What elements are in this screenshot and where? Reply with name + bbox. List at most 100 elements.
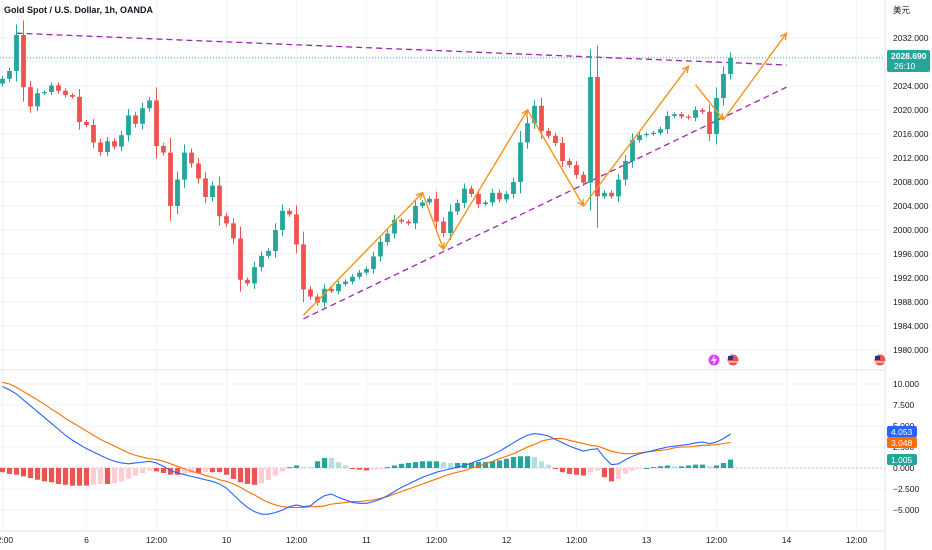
macd-histogram-bar [475, 462, 482, 468]
macd-histogram-bar [559, 468, 566, 473]
macd-histogram-bar [230, 468, 237, 479]
candle-body [497, 192, 502, 200]
macd-tag-value: 4.053 [891, 427, 913, 437]
macd-histogram-bar [251, 468, 258, 485]
candle-body [294, 214, 299, 245]
candle-body [693, 110, 698, 118]
candle-body [637, 135, 642, 140]
macd-histogram-bar [713, 465, 720, 468]
candle-body [623, 161, 628, 180]
candle-body [350, 276, 355, 282]
time-tick-label: 12:00 [0, 535, 13, 545]
macd-histogram-bar [468, 462, 475, 468]
macd-histogram-bar [391, 465, 398, 468]
price-tick-label: 1984.000 [893, 321, 929, 331]
candle-body [539, 105, 544, 131]
candle-body [189, 152, 194, 164]
macd-histogram-bar [342, 465, 349, 468]
candle-body [469, 188, 474, 194]
time-tick-label: 14 [782, 535, 792, 545]
macd-histogram-bar [160, 468, 167, 474]
macd-histogram-bar [202, 468, 209, 473]
lightning-event-icon[interactable] [707, 353, 721, 367]
macd-value-tag: 4.053 [887, 426, 917, 437]
us-flag-event-icon[interactable] [873, 353, 887, 367]
candle-body [343, 281, 348, 284]
candle-body [644, 134, 649, 136]
time-tick-label: 12 [502, 535, 512, 545]
macd-histogram-bar [300, 467, 307, 469]
time-tick-label: 12:00 [706, 535, 728, 545]
macd-histogram-bar [573, 468, 580, 475]
candle-body [455, 203, 460, 212]
candle-body [14, 35, 19, 71]
macd-histogram-bar [174, 468, 181, 475]
projection-arrow-segment [582, 65, 690, 207]
candle-body [336, 284, 341, 292]
candle-body [378, 242, 383, 257]
price-tick-label: 2032.000 [893, 33, 929, 43]
macd-histogram-bar [685, 465, 692, 468]
macd-histogram-bar [62, 468, 69, 485]
candle-body [273, 230, 278, 251]
price-tag: 2028.690 26:10 [887, 50, 930, 72]
macd-histogram-bar [370, 468, 377, 470]
candle-body [476, 194, 481, 205]
price-tag-countdown: 26:10 [894, 61, 916, 71]
time-axis[interactable]: 12:00 6 12:00 10 12:00 11 12:00 12 12:00 13 12:00 1… [0, 535, 867, 545]
candle-body [441, 221, 446, 233]
trendline [16, 32, 787, 66]
macd-histogram-bar [111, 468, 118, 484]
candle-body [462, 188, 467, 203]
projection-arrow-segment [421, 192, 445, 250]
candle-body [525, 123, 530, 143]
macd-histogram-bar [41, 468, 48, 482]
candle-body [448, 211, 453, 233]
candle-body [413, 206, 418, 224]
candle-body [133, 115, 138, 124]
time-tick-label: 12:00 [846, 535, 868, 545]
macd-histogram-bar [671, 466, 678, 468]
projection-arrows [302, 31, 788, 316]
candle-body [70, 95, 75, 97]
candle-body [217, 185, 222, 217]
macd-histogram-bar [496, 460, 503, 468]
candle-body [84, 122, 89, 125]
symbol-title[interactable]: Gold Spot / U.S. Dollar, 1h, OANDA [4, 5, 154, 15]
us-flag-event-icon[interactable] [726, 353, 740, 367]
macd-histogram-bar [447, 462, 454, 468]
candle-body [91, 125, 96, 143]
macd-histogram-bar [510, 457, 517, 468]
macd-histogram-bar [293, 465, 300, 468]
candle-body [595, 77, 600, 197]
macd-histogram-bar [601, 468, 608, 478]
macd-histogram-bar [580, 468, 587, 476]
macd-histogram-bar [503, 458, 510, 468]
macd-histogram-bar [412, 462, 419, 468]
candle-body [560, 143, 565, 161]
candle-body [252, 267, 257, 284]
macd-histogram-bar [307, 467, 314, 469]
macd-histogram-bar [244, 468, 251, 484]
price-tick-label: 2012.000 [893, 153, 929, 163]
price-tick-label: 1996.000 [893, 249, 929, 259]
candle-body [224, 216, 229, 224]
macd-histogram-bar [69, 468, 76, 486]
candle-body [322, 288, 327, 303]
candle-body [546, 131, 551, 136]
macd-histogram-bar [594, 468, 601, 471]
candle-body [301, 244, 306, 290]
macd-histogram-bar [314, 461, 321, 468]
price-tick-label: 1992.000 [893, 273, 929, 283]
candle-body [245, 279, 250, 284]
candle-body [28, 87, 33, 107]
candle-body [427, 198, 432, 203]
macd-histogram-bar [13, 468, 20, 475]
price-tick-label: 1988.000 [893, 297, 929, 307]
macd-histogram-bar [83, 468, 90, 486]
candle-body [175, 179, 180, 206]
price-tick-label: 2016.000 [893, 129, 929, 139]
candle-body [665, 116, 670, 130]
macd-histogram-bar [545, 464, 552, 468]
projection-arrow-segment [442, 109, 529, 250]
